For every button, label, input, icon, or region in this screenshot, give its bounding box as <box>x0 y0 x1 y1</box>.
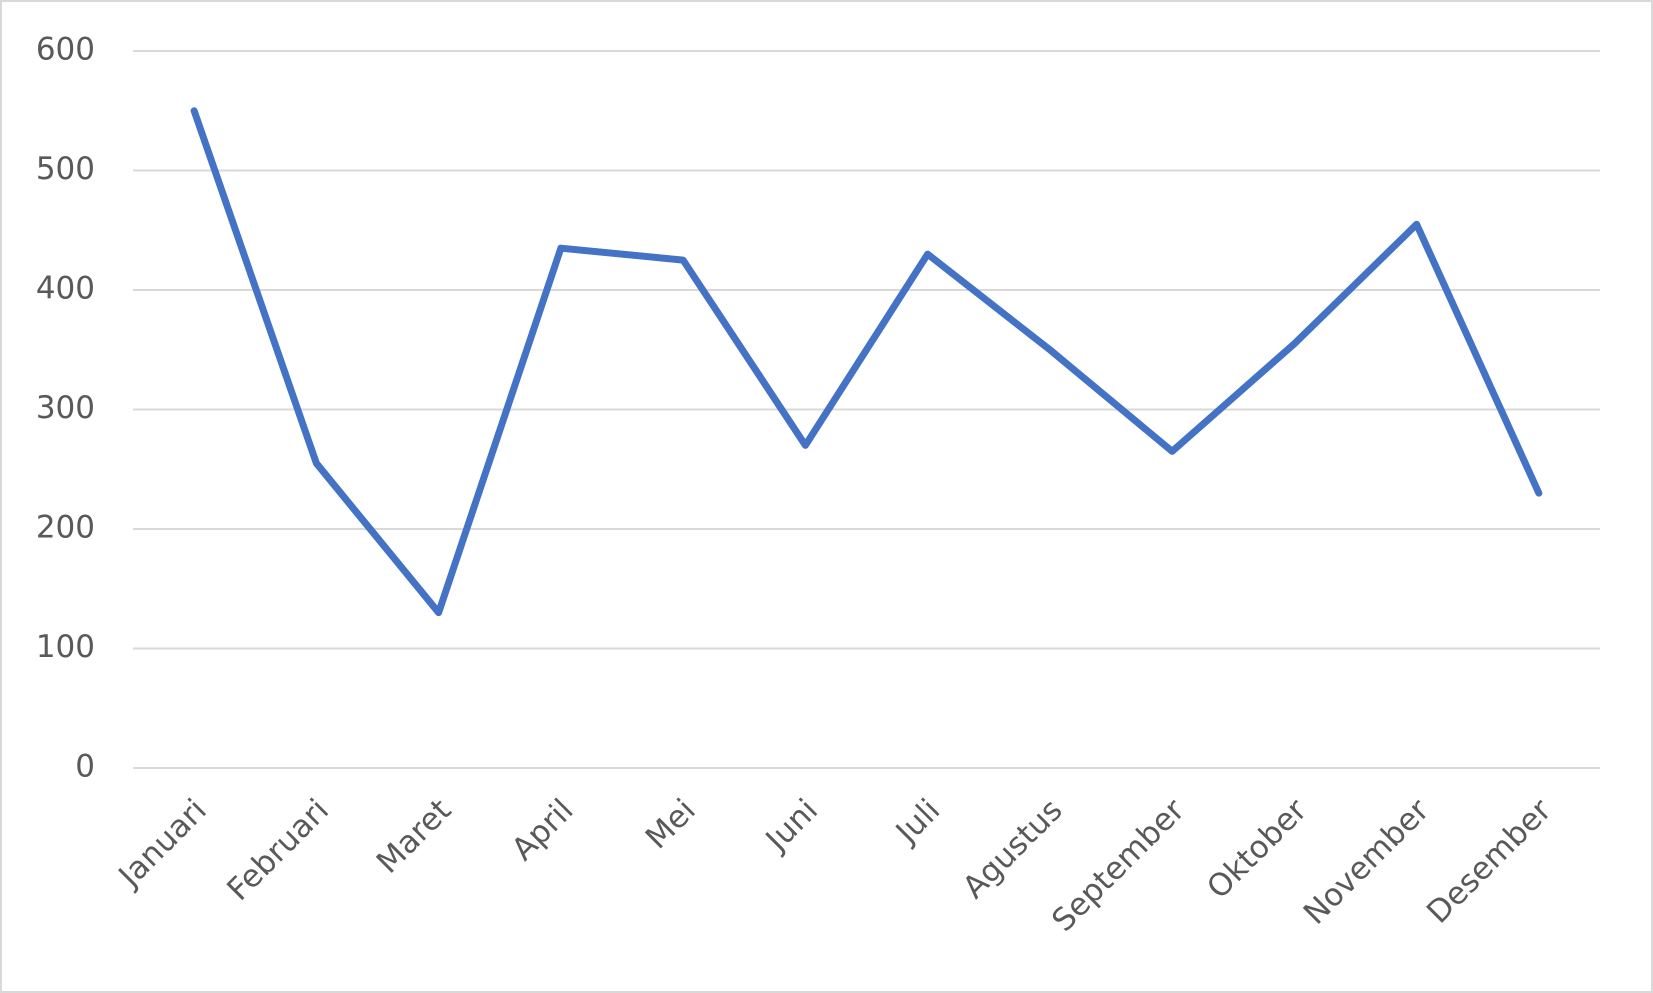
y-tick-label: 500 <box>36 151 95 187</box>
y-tick-label: 600 <box>36 32 95 68</box>
y-tick-label: 400 <box>36 271 95 307</box>
y-tick-label: 100 <box>36 629 95 665</box>
line <box>190 107 1543 617</box>
y-tick-label: 200 <box>36 510 95 546</box>
y-tick-label: 300 <box>36 390 95 426</box>
y-tick-label: 0 <box>75 749 95 785</box>
